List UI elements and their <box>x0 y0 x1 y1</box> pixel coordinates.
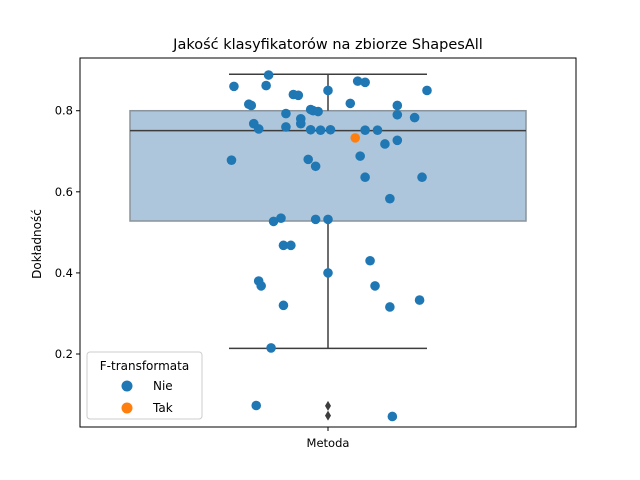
data-point-nie <box>380 139 390 149</box>
data-point-nie <box>246 100 257 111</box>
data-point-nie <box>417 172 427 183</box>
data-point-nie <box>360 172 370 183</box>
data-point-nie <box>345 98 356 109</box>
x-axis: Metoda <box>307 427 350 450</box>
data-point-nie <box>385 302 395 312</box>
legend-marker-tak <box>121 402 133 414</box>
data-point-tak <box>350 133 361 143</box>
data-point-nie <box>276 213 286 223</box>
data-point-nie <box>286 240 296 251</box>
data-point-nie <box>278 240 289 251</box>
data-point-nie <box>295 118 306 129</box>
data-point-nie <box>315 125 326 135</box>
data-point-nie <box>305 124 316 135</box>
data-point-nie <box>323 214 333 225</box>
y-tick-label: 0.2 <box>55 347 73 361</box>
legend-box <box>86 351 203 420</box>
legend: F-transformata Nie Tak <box>86 351 203 420</box>
data-point-nie <box>414 295 425 305</box>
data-point-nie <box>278 300 289 311</box>
data-point-nie <box>372 125 383 135</box>
data-point-nie <box>323 268 333 278</box>
outlier-point <box>325 410 331 421</box>
data-point-nie <box>226 155 237 165</box>
y-tick-label: 0.6 <box>55 185 73 199</box>
data-point-nie <box>313 106 323 117</box>
y-tick-label: 0.4 <box>55 266 73 280</box>
y-tick-label: 0.8 <box>55 104 73 118</box>
data-point-nie <box>303 154 314 165</box>
data-point-nie <box>387 411 398 422</box>
chart-title: Jakość klasyfikatorów na zbiorze ShapesA… <box>172 37 483 53</box>
data-point-nie <box>281 108 291 119</box>
data-point-nie <box>352 76 363 86</box>
outlier-point <box>325 400 331 411</box>
data-point-nie <box>268 216 279 227</box>
data-point-nie <box>263 70 274 80</box>
data-point-nie <box>385 193 395 204</box>
data-point-nie <box>310 161 321 172</box>
legend-label-nie: Nie <box>153 379 173 393</box>
data-point-nie <box>266 343 276 353</box>
data-point-nie <box>370 281 380 291</box>
data-point-nie <box>253 124 264 134</box>
y-axis: 0.2 0.4 0.6 0.8 <box>55 104 80 361</box>
data-point-nie <box>355 151 365 161</box>
data-point-nie <box>409 112 420 123</box>
plot-area <box>79 57 577 428</box>
legend-marker-nie <box>121 380 133 392</box>
data-point-nie <box>360 77 370 88</box>
data-point-nie <box>392 109 403 120</box>
data-point-nie <box>251 400 262 411</box>
data-point-nie <box>261 80 271 91</box>
data-point-nie <box>281 122 291 132</box>
data-point-nie <box>256 281 266 291</box>
data-point-nie <box>229 81 239 92</box>
x-tick-label: Metoda <box>307 436 350 450</box>
data-point-nie <box>325 124 336 135</box>
data-point-nie <box>293 90 304 101</box>
data-point-nie <box>323 85 333 96</box>
data-point-nie <box>392 135 403 146</box>
y-axis-label: Dokładność <box>30 209 44 279</box>
data-point-nie <box>360 125 370 135</box>
data-point-nie <box>392 100 403 111</box>
data-point-nie <box>365 255 375 266</box>
legend-title: F-transformata <box>100 359 189 373</box>
data-point-nie <box>310 214 321 225</box>
data-point-nie <box>422 85 432 96</box>
legend-label-tak: Tak <box>152 401 173 415</box>
